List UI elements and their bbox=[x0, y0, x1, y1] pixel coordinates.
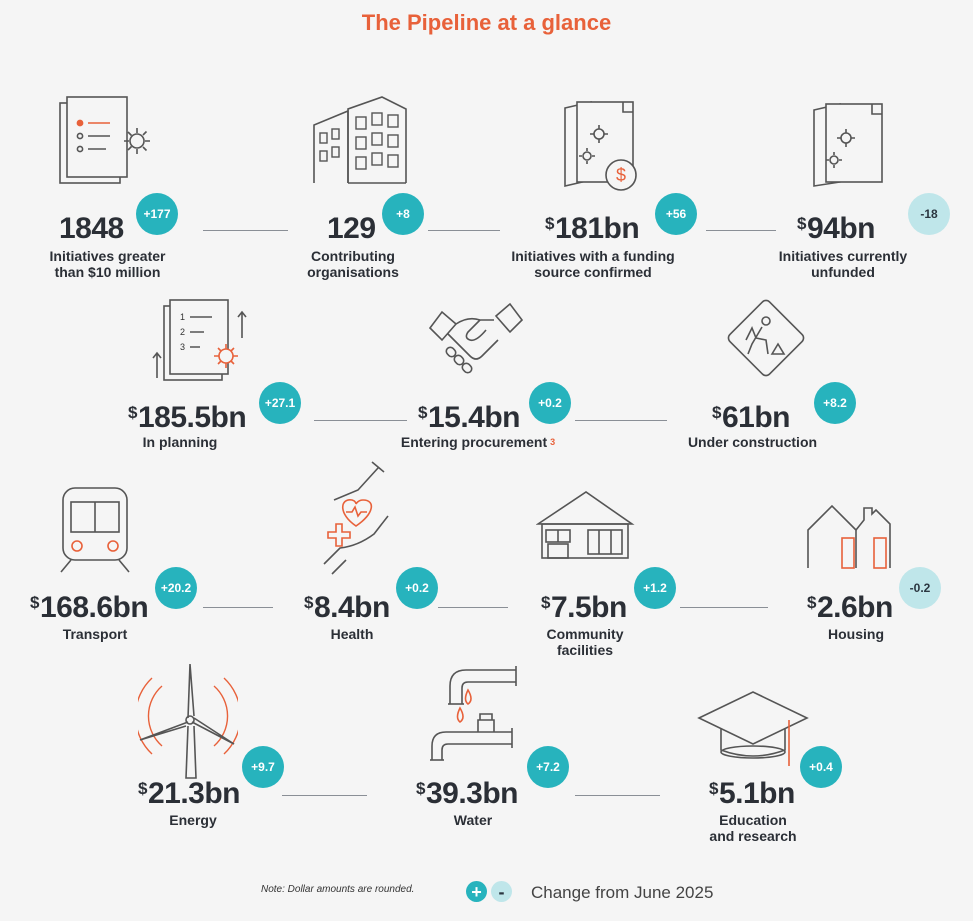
stat-value-education: $5.1bn bbox=[709, 777, 795, 810]
stat-value-water: $39.3bn bbox=[416, 777, 519, 810]
connector-line bbox=[314, 420, 407, 421]
change-badge-procurement: +0.2 bbox=[529, 382, 571, 424]
stat-value-construction: $61bn bbox=[712, 401, 791, 434]
change-badge-education: +0.4 bbox=[800, 746, 842, 788]
stat-label-health: Health bbox=[330, 626, 374, 642]
stat-label-housing: Housing bbox=[828, 626, 884, 642]
stat-value-unfunded: $94bn bbox=[797, 212, 876, 245]
stat-label-funded: Initiatives with a funding source confirm… bbox=[511, 248, 675, 280]
change-badge-organisations: +8 bbox=[382, 193, 424, 235]
connector-line bbox=[575, 795, 660, 796]
footnote-marker: 3 bbox=[550, 437, 556, 447]
legend-plus-icon: + bbox=[466, 881, 487, 902]
community-building-icon bbox=[536, 490, 636, 562]
svg-text:2: 2 bbox=[180, 327, 185, 337]
change-badge-initiatives: +177 bbox=[136, 193, 178, 235]
stat-value-housing: $2.6bn bbox=[807, 591, 893, 624]
stat-label-unfunded: Initiatives currently unfunded bbox=[778, 248, 908, 280]
legend-label: Change from June 2025 bbox=[531, 883, 714, 902]
document-gear-icon bbox=[58, 95, 158, 187]
stat-value-transport: $168.6bn bbox=[30, 591, 149, 624]
construction-sign-icon bbox=[722, 294, 810, 382]
change-badge-water: +7.2 bbox=[527, 746, 569, 788]
change-badge-funded: +56 bbox=[655, 193, 697, 235]
stat-value-community: $7.5bn bbox=[541, 591, 627, 624]
stat-value-planning: $185.5bn bbox=[128, 401, 247, 434]
stat-label-education: Education and research bbox=[709, 812, 797, 844]
rounding-note: Note: Dollar amounts are rounded. bbox=[261, 884, 415, 895]
stat-label-community: Community facilities bbox=[546, 626, 624, 658]
legend-minus-icon: - bbox=[491, 881, 512, 902]
planning-list-icon: 1 2 3 bbox=[152, 298, 252, 383]
train-icon bbox=[57, 484, 133, 574]
connector-line bbox=[428, 230, 500, 231]
stat-value-initiatives: 1848 bbox=[59, 212, 124, 245]
change-badge-transport: +20.2 bbox=[155, 567, 197, 609]
stat-label-water: Water bbox=[453, 812, 493, 828]
page-title: The Pipeline at a glance bbox=[361, 10, 612, 35]
change-badge-energy: +9.7 bbox=[242, 746, 284, 788]
stat-label-energy: Energy bbox=[169, 812, 217, 828]
svg-text:3: 3 bbox=[180, 342, 185, 352]
wind-turbine-icon bbox=[138, 660, 238, 780]
svg-text:$: $ bbox=[616, 165, 626, 185]
connector-line bbox=[706, 230, 776, 231]
health-hands-icon bbox=[318, 460, 394, 578]
stat-value-energy: $21.3bn bbox=[138, 777, 241, 810]
change-badge-housing: -0.2 bbox=[899, 567, 941, 609]
documents-dollar-icon: $ bbox=[563, 100, 643, 195]
change-badge-community: +1.2 bbox=[634, 567, 676, 609]
stat-value-organisations: 129 bbox=[327, 212, 376, 245]
connector-line bbox=[203, 230, 288, 231]
stat-value-health: $8.4bn bbox=[304, 591, 390, 624]
handshake-icon bbox=[428, 298, 524, 383]
connector-line bbox=[203, 607, 273, 608]
change-badge-health: +0.2 bbox=[396, 567, 438, 609]
stat-label-procurement: Entering procurement 3 bbox=[400, 434, 556, 450]
svg-text:1: 1 bbox=[180, 312, 185, 322]
stat-label-construction: Under construction bbox=[687, 434, 818, 450]
stat-label-transport: Transport bbox=[62, 626, 128, 642]
buildings-icon bbox=[312, 95, 408, 187]
graduation-cap-icon bbox=[697, 690, 809, 770]
stat-value-procurement: $15.4bn bbox=[418, 401, 521, 434]
stat-label-planning: In planning bbox=[142, 434, 218, 450]
connector-line bbox=[575, 420, 667, 421]
houses-icon bbox=[806, 500, 896, 572]
stat-value-funded: $181bn bbox=[545, 212, 640, 245]
water-tap-icon bbox=[428, 660, 523, 768]
change-badge-planning: +27.1 bbox=[259, 382, 301, 424]
documents-gears-icon bbox=[812, 102, 888, 187]
stat-label-initiatives: Initiatives greater than $10 million bbox=[49, 248, 166, 280]
connector-line bbox=[282, 795, 367, 796]
stat-label-organisations: Contributing organisations bbox=[307, 248, 399, 280]
connector-line bbox=[680, 607, 768, 608]
change-badge-unfunded: -18 bbox=[908, 193, 950, 235]
change-badge-construction: +8.2 bbox=[814, 382, 856, 424]
connector-line bbox=[438, 607, 508, 608]
